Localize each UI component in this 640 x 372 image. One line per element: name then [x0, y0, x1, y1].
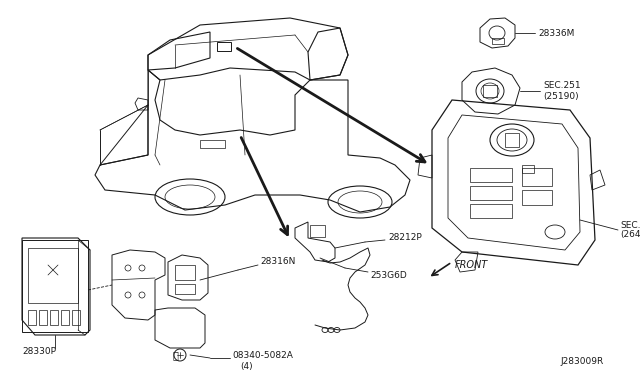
Text: 253G6D: 253G6D: [370, 270, 407, 279]
Bar: [310, 225, 325, 237]
Text: SEC.264: SEC.264: [620, 221, 640, 230]
Text: (26430): (26430): [620, 231, 640, 240]
Bar: [470, 186, 512, 200]
Bar: [217, 42, 231, 51]
Bar: [483, 85, 497, 97]
Bar: [522, 168, 552, 186]
Bar: [470, 204, 512, 218]
Bar: [200, 140, 225, 148]
Bar: [492, 38, 504, 44]
Bar: [522, 165, 534, 173]
Bar: [22, 240, 88, 332]
Bar: [28, 310, 36, 325]
Bar: [72, 310, 80, 325]
Text: 08340-5082A: 08340-5082A: [232, 352, 293, 360]
Text: J283009R: J283009R: [560, 357, 604, 366]
Text: 28316N: 28316N: [260, 257, 296, 266]
Bar: [522, 190, 552, 205]
Text: 28336M: 28336M: [538, 29, 574, 38]
Text: 28330P: 28330P: [22, 347, 56, 356]
Bar: [470, 168, 512, 182]
Bar: [50, 310, 58, 325]
Bar: [28, 248, 78, 303]
Bar: [175, 284, 195, 294]
Text: FRONT: FRONT: [455, 260, 488, 270]
Text: (25190): (25190): [543, 92, 579, 100]
Text: Ⓢ: Ⓢ: [172, 350, 178, 360]
Text: SEC.251: SEC.251: [543, 81, 580, 90]
Bar: [61, 310, 69, 325]
Text: (4): (4): [240, 362, 253, 371]
Bar: [175, 265, 195, 280]
Text: 28212P: 28212P: [388, 234, 422, 243]
Bar: [39, 310, 47, 325]
Bar: [505, 133, 519, 147]
